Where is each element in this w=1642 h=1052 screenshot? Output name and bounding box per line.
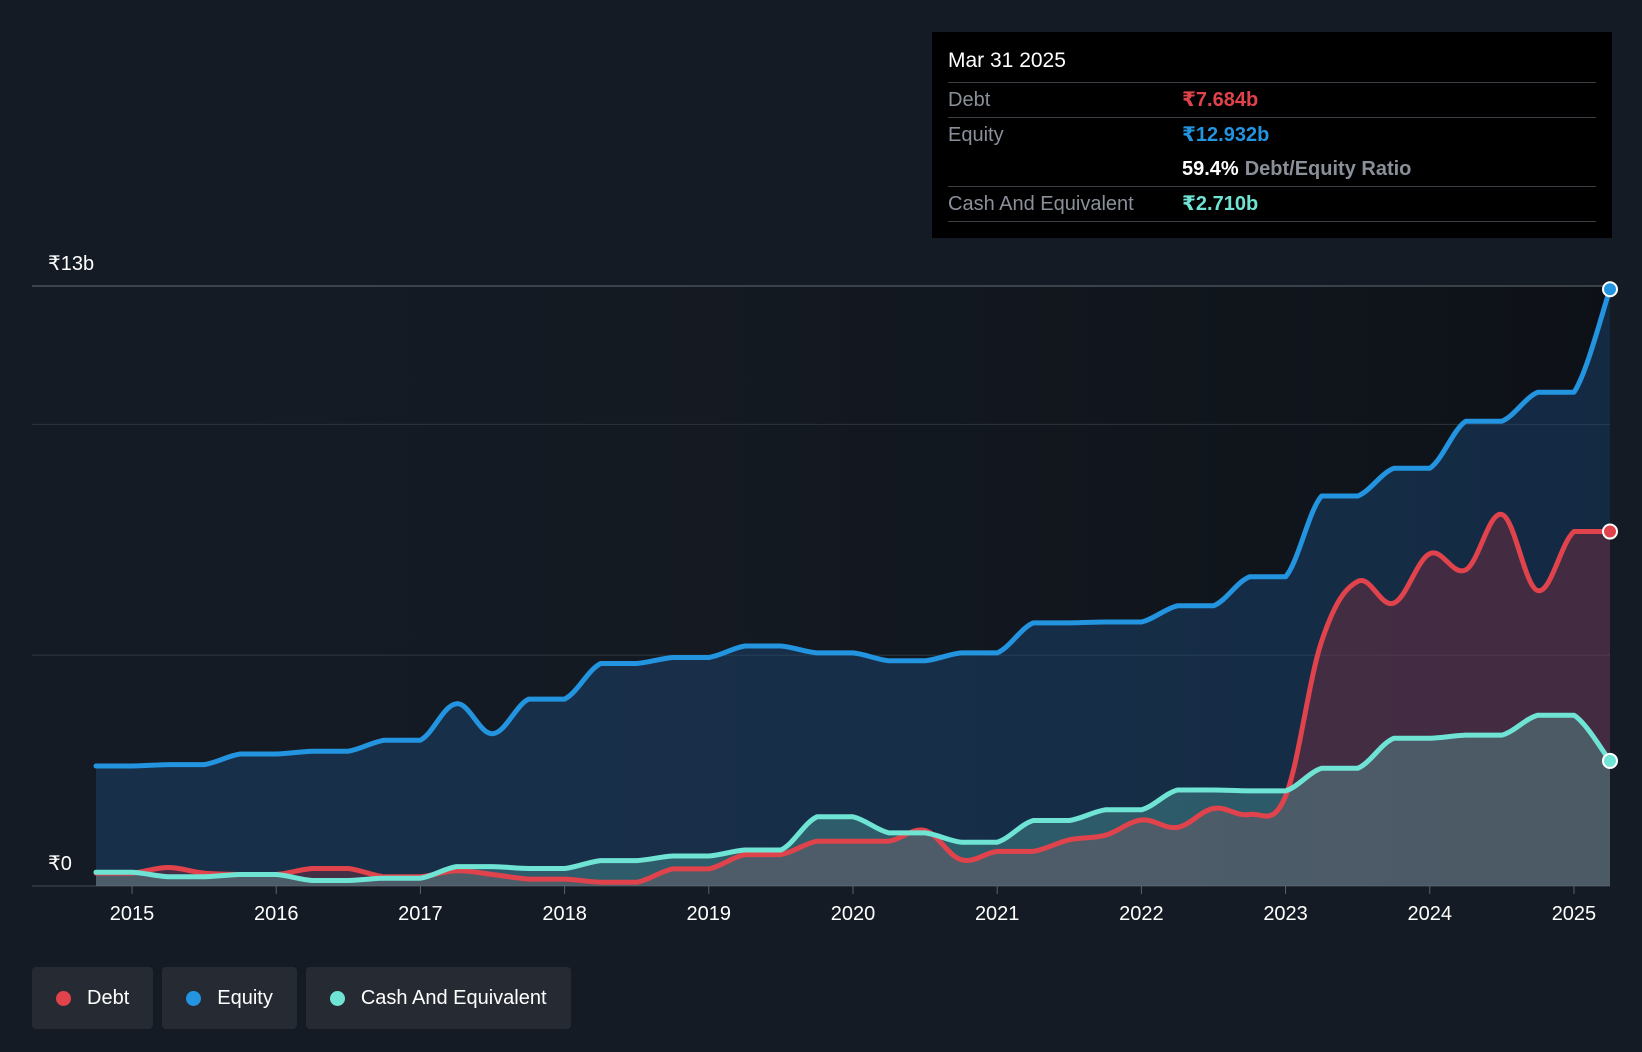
tooltip-ratio-value: 59.4% [1182,158,1239,180]
legend-dot-equity [186,990,202,1006]
series-areas [96,289,1610,886]
series-lines [93,286,1613,885]
y-axis-top-label: ₹13b [48,253,94,275]
tooltip-ratio-label: Debt/Equity Ratio [1244,158,1412,180]
x-tick-label-2019: 2019 [687,903,732,925]
tooltip-equity-label: Equity [948,124,1004,146]
x-tick-label-2016: 2016 [254,903,299,925]
tooltip-divider [948,221,1596,223]
x-tick-label-2023: 2023 [1263,903,1308,925]
legend-item-equity[interactable]: Equity [162,967,297,1029]
end-marker-equity [1602,281,1618,298]
tooltip-cash-label: Cash And Equivalent [948,193,1134,215]
x-tick-label-2015: 2015 [110,903,155,925]
x-tick-label-2018: 2018 [542,903,587,925]
hover-tooltip: Mar 31 2025 Debt ₹7.684b Equity ₹12.932b… [932,32,1612,238]
x-tick-label-2020: 2020 [831,903,876,925]
plot-background [32,286,1610,886]
line-equity [93,286,1613,769]
x-tick-label-2017: 2017 [398,903,443,925]
tooltip-ratio-spacer [948,152,1182,186]
area-cash-and-equivalent [96,715,1610,886]
tooltip-cash-row: Cash And Equivalent ₹2.710b [948,186,1596,221]
area-equity [96,289,1610,886]
area-debt [96,514,1610,886]
tooltip-ratio-row: 59.4% Debt/Equity Ratio [948,152,1596,186]
end-marker-cash-and-equivalent [1602,752,1618,769]
x-tick-label-2022: 2022 [1119,903,1164,925]
tooltip-date: Mar 31 2025 [948,49,1066,72]
chart-legend: Debt Equity Cash And Equivalent [32,967,580,1029]
line-cash-and-equivalent [93,712,1613,883]
tooltip-equity-value: ₹12.932b [1182,124,1270,146]
legend-dot-debt [56,990,71,1006]
x-tick-label-2025: 2025 [1552,903,1597,925]
tooltip-debt-label: Debt [948,89,991,111]
legend-label-cash: Cash And Equivalent [360,986,547,1009]
x-tick-label-2024: 2024 [1408,903,1453,925]
legend-label-debt: Debt [87,986,130,1009]
axes: ₹13b ₹0 [48,253,94,875]
legend-dot-cash [329,990,345,1006]
line-debt [93,512,1613,885]
end-markers [1602,281,1618,769]
legend-item-cash[interactable]: Cash And Equivalent [305,967,571,1029]
legend-label-equity: Equity [217,986,273,1009]
tooltip-debt-value: ₹7.684b [1182,89,1259,111]
legend-item-debt[interactable]: Debt [32,967,154,1029]
x-axis-ticks: 2015 2016 2017 2018 2019 2020 2021 2022 2023 2024… [110,886,1596,925]
x-tick-label-2021: 2021 [975,903,1020,925]
y-axis-bottom-label: ₹0 [48,853,72,875]
tooltip-debt-row: Debt ₹7.684b [948,82,1596,117]
tooltip-cash-value: ₹2.710b [1182,193,1259,215]
end-marker-debt [1602,523,1618,540]
tooltip-equity-row: Equity ₹12.932b [948,117,1596,152]
